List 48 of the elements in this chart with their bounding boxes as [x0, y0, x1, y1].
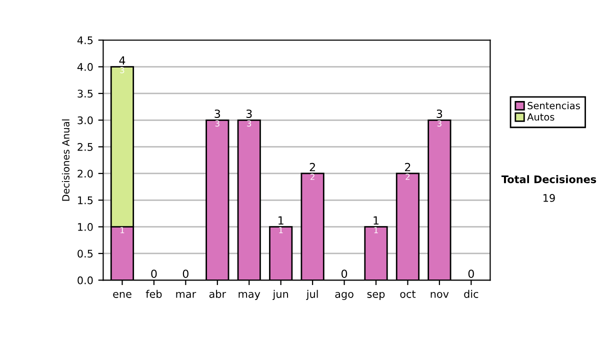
data-label: 3	[247, 120, 252, 127]
y-tick-label: 2.5	[78, 143, 93, 151]
total-label: 3	[436, 110, 442, 118]
x-tick-label: sep	[367, 292, 385, 300]
x-tick-label: may	[238, 292, 260, 300]
y-tick-label: 1.5	[78, 196, 93, 204]
data-label: 1	[279, 227, 283, 234]
total-label: 0	[468, 270, 474, 278]
total-label: 4	[119, 56, 126, 64]
total-label: 1	[278, 216, 284, 225]
x-tick-label: ago	[335, 292, 354, 300]
text: Total Decisiones	[501, 175, 596, 184]
total-label: 1	[374, 216, 379, 225]
legend-label: Sentencias	[528, 102, 580, 110]
data-label: 2	[310, 174, 314, 180]
x-tick-label: feb	[146, 290, 162, 298]
total-label: 2	[310, 162, 315, 172]
data-label: 3	[437, 120, 442, 127]
x-tick-label: oct	[400, 290, 416, 298]
data-label: 3	[120, 66, 124, 74]
legend-label: Autos	[527, 113, 554, 121]
y-tick-label: 2.0	[78, 170, 93, 178]
data-label: 2	[406, 174, 410, 180]
y-axis-title: Decisiones Anual	[62, 119, 70, 201]
total-label: 0	[182, 270, 188, 278]
y-tick-label: 3.5	[78, 90, 93, 98]
total-label: 3	[246, 110, 252, 118]
x-tick-label: jun	[272, 290, 288, 300]
y-tick-label: 0.5	[78, 250, 93, 258]
data-label: 1	[120, 227, 124, 234]
total-label: 0	[151, 270, 157, 278]
x-tick-label: abr	[209, 290, 226, 298]
data-label: 1	[374, 227, 378, 234]
x-tick-label: dic	[464, 290, 478, 298]
x-tick-label: mar	[176, 292, 196, 298]
y-tick-label: 4.0	[77, 63, 93, 71]
total-label: 2	[405, 162, 410, 172]
x-tick-label: jul	[306, 290, 318, 300]
y-tick-label: 3.0	[78, 116, 93, 124]
y-tick-label: 0.0	[78, 276, 93, 284]
total-label: 0	[341, 270, 348, 278]
text: 19	[544, 194, 555, 202]
x-tick-label: ene	[113, 292, 132, 298]
x-tick-label: nov	[430, 292, 449, 298]
data-label: 3	[215, 120, 220, 127]
total-label: 3	[214, 110, 220, 118]
y-tick-label: 1.0	[78, 223, 93, 231]
y-tick-label: 4.5	[77, 36, 93, 44]
